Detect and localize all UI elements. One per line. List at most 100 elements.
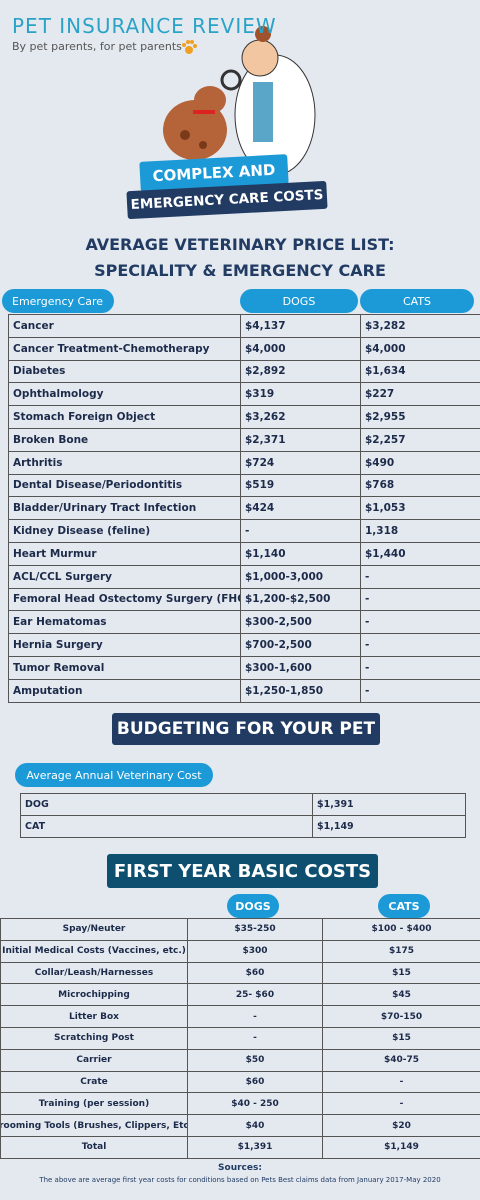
table-cell: Femoral Head Ostectomy Surgery (FHO) [8,587,241,612]
table-cell: $1,149 [312,815,466,838]
table-cell: - [360,564,480,589]
table-cell: $300-1,600 [240,656,361,680]
table-cell: $2,257 [360,428,480,452]
budget-label: Average Annual Veterinary Cost [15,763,213,787]
table-cell: $40 [187,1114,323,1137]
table-cell: Hernia Surgery [8,633,241,657]
table-cell: Training (per session) [0,1092,188,1116]
table-cell: Tumor Removal [8,656,241,680]
table-cell: $4,000 [360,336,480,361]
table-cell: - [360,656,480,680]
table-cell: Heart Murmur [8,542,241,566]
paw-icon [182,40,197,54]
table-cell: $20 [322,1114,480,1137]
table-cell: - [360,587,480,612]
table-cell: Ear Hematomas [8,610,241,635]
table-cell: $227 [360,382,480,407]
table-cell: Cancer Treatment-Chemotherapy [8,336,241,361]
table-cell: $1,391 [312,793,466,816]
table-cell: $1,200-$2,500 [240,587,361,612]
table-cell: CAT [20,815,313,838]
table-cell: $1,053 [360,496,480,521]
table-cell: Grooming Tools (Brushes, Clippers, Etc.) [0,1114,188,1137]
column-header: DOGS [240,289,358,313]
table-cell: $2,892 [240,359,361,384]
table-cell: $300 [187,939,323,963]
title-line: SPECIALITY & EMERGENCY CARE [94,261,386,280]
table-cell: $1,149 [322,1136,480,1159]
table-cell: Amputation [8,678,241,703]
table-cell: - [360,678,480,703]
table-cell: Scratching Post [0,1027,188,1050]
table-cell: 1,318 [360,519,480,543]
table-cell: $4,137 [240,314,361,338]
table-cell: $519 [240,473,361,498]
tagline: By pet parents, for pet parents [12,40,182,53]
table-cell: Total [0,1136,188,1159]
table-cell: Arthritis [8,450,241,475]
table-cell: Crate [0,1070,188,1094]
table-cell: $3,262 [240,405,361,429]
table-cell: $490 [360,450,480,475]
table-cell: $40 - 250 [187,1092,323,1116]
table-cell: $3,282 [360,314,480,338]
table-cell: $4,000 [240,336,361,361]
table-cell: $50 [187,1048,323,1072]
table-cell: Stomach Foreign Object [8,405,241,429]
table-cell: $40-75 [322,1048,480,1072]
table-cell: Broken Bone [8,428,241,452]
table-cell: Ophthalmology [8,382,241,407]
table-cell: $60 [187,1070,323,1094]
column-header: CATS [360,289,474,313]
title-line: AVERAGE VETERINARY PRICE LIST: [85,235,395,254]
table-cell: - [187,1005,323,1028]
table-cell: Initial Medical Costs (Vaccines, etc.) [0,939,188,963]
table-cell: $15 [322,1027,480,1050]
sources-text: The above are average first year costs f… [39,1176,441,1184]
table-cell: - [322,1092,480,1116]
table-cell: - [360,633,480,657]
table-cell: Collar/Leash/Harnesses [0,961,188,985]
table-cell: $70-150 [322,1005,480,1028]
table-cell: 25- $60 [187,983,323,1007]
table-cell: $35-250 [187,918,323,941]
table-cell: $1,000-3,000 [240,564,361,589]
table-cell: - [360,610,480,635]
table-cell: $1,391 [187,1136,323,1159]
column-header: DOGS [227,894,279,918]
table-cell: Dental Disease/Periodontitis [8,473,241,498]
table-cell: Litter Box [0,1005,188,1028]
price-title: AVERAGE VETERINARY PRICE LIST: SPECIALITY… [0,232,480,284]
table-cell: Kidney Disease (feline) [8,519,241,543]
table-cell: $1,440 [360,542,480,566]
table-cell: Carrier [0,1048,188,1072]
table-cell: $700-2,500 [240,633,361,657]
column-header: CATS [378,894,430,918]
table-cell: $2,371 [240,428,361,452]
column-header: Emergency Care [2,289,114,313]
budget-title: BUDGETING FOR YOUR PET [112,713,380,745]
first-year-title: FIRST YEAR BASIC COSTS [107,854,378,888]
table-cell: ACL/CCL Surgery [8,564,241,589]
table-cell: Diabetes [8,359,241,384]
table-cell: $1,250-1,850 [240,678,361,703]
table-cell: Spay/Neuter [0,918,188,941]
table-cell: $1,140 [240,542,361,566]
table-cell: $15 [322,961,480,985]
table-cell: $175 [322,939,480,963]
table-cell: Bladder/Urinary Tract Infection [8,496,241,521]
illustration [163,26,316,176]
brand: PET INSURANCE REVIEW [12,14,277,38]
table-cell: $724 [240,450,361,475]
table-cell: $319 [240,382,361,407]
table-cell: - [187,1027,323,1050]
table-cell: - [240,519,361,543]
table-cell: Cancer [8,314,241,338]
table-cell: $45 [322,983,480,1007]
table-cell: - [322,1070,480,1094]
table-cell: $60 [187,961,323,985]
table-cell: $100 - $400 [322,918,480,941]
table-cell: Microchipping [0,983,188,1007]
sources-heading: Sources: [218,1163,262,1173]
